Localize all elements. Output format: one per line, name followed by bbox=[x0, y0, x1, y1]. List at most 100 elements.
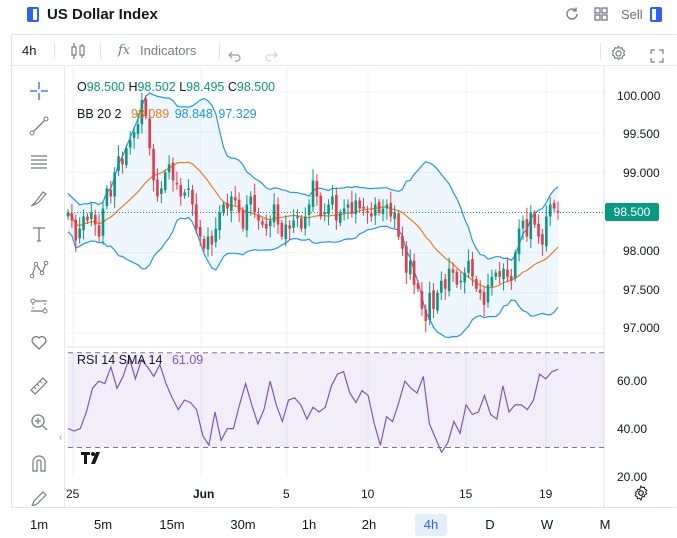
candles-type-icon[interactable] bbox=[70, 41, 86, 61]
candle-body bbox=[296, 216, 299, 219]
tab-1h[interactable]: 1h bbox=[301, 517, 317, 532]
indicators-button[interactable]: Indicators bbox=[140, 43, 197, 58]
tab-1m[interactable]: 1m bbox=[29, 517, 49, 532]
candle-body bbox=[284, 224, 288, 240]
tab-D[interactable]: D bbox=[485, 517, 495, 532]
redo-icon[interactable] bbox=[264, 43, 278, 62]
horizontal-lines-icon[interactable] bbox=[28, 151, 50, 173]
candle-body bbox=[397, 213, 400, 237]
interval-selector[interactable]: 4h bbox=[22, 43, 37, 58]
candle-body bbox=[128, 140, 132, 148]
candle-body bbox=[78, 228, 81, 239]
candle-body bbox=[373, 204, 377, 216]
candle-body bbox=[195, 204, 198, 229]
candle-body bbox=[350, 202, 354, 213]
pencil-lock-icon[interactable] bbox=[28, 488, 50, 506]
undo-icon[interactable] bbox=[228, 43, 242, 62]
crosshair-icon[interactable] bbox=[28, 80, 50, 102]
collapse-arrow-icon[interactable]: ‹ bbox=[59, 432, 63, 443]
candle-body bbox=[171, 162, 175, 181]
bb-legend[interactable]: BB 20 2 98.089 98.848 97.329 bbox=[77, 107, 257, 121]
candle-body bbox=[276, 204, 280, 225]
rsi-legend[interactable]: RSI 14 SMA 14 61.09 bbox=[77, 353, 203, 367]
tab-5m[interactable]: 5m bbox=[93, 517, 113, 532]
candle-body bbox=[346, 204, 350, 208]
pattern-icon[interactable] bbox=[28, 259, 50, 281]
candle-body bbox=[436, 292, 439, 311]
candle-body bbox=[307, 204, 311, 215]
candle-body bbox=[370, 213, 373, 217]
magnet-icon[interactable] bbox=[28, 453, 50, 475]
candle-body bbox=[226, 202, 229, 209]
candle-body bbox=[506, 269, 509, 277]
open-label: O bbox=[77, 80, 87, 94]
tab-4h[interactable]: 4h bbox=[415, 514, 447, 536]
candle-body bbox=[467, 260, 470, 273]
candle-body bbox=[237, 199, 241, 213]
time-tick: 10 bbox=[361, 487, 375, 501]
bb-band-fill bbox=[68, 93, 558, 338]
candle-body bbox=[222, 204, 225, 213]
tab-2h[interactable]: 2h bbox=[361, 517, 377, 532]
fullscreen-icon[interactable] bbox=[650, 43, 664, 63]
rsi-tick: 60.00 bbox=[617, 374, 648, 388]
chart-frame bbox=[11, 34, 677, 508]
candle-body bbox=[525, 218, 529, 237]
tab-M[interactable]: M bbox=[599, 517, 611, 532]
price-tick: 98.000 bbox=[623, 244, 660, 258]
candle-body bbox=[117, 156, 120, 171]
candle-body bbox=[121, 158, 124, 165]
text-tool-icon[interactable] bbox=[28, 223, 50, 245]
candle-body bbox=[327, 204, 330, 215]
candle-body bbox=[288, 225, 291, 229]
candle-body bbox=[331, 196, 334, 205]
candle-body bbox=[366, 210, 369, 213]
panel-toggle-icon[interactable] bbox=[650, 7, 662, 22]
candle-body bbox=[187, 188, 190, 191]
candle-body bbox=[303, 216, 307, 229]
candle-body bbox=[245, 204, 249, 231]
candle-body bbox=[338, 212, 342, 223]
rsi-value: 61.09 bbox=[171, 353, 204, 367]
candle-body bbox=[537, 223, 540, 237]
bb-basis-value: 98.089 bbox=[130, 107, 170, 121]
sell-button[interactable]: Sell bbox=[621, 7, 643, 22]
forecast-icon[interactable] bbox=[28, 295, 50, 317]
fx-icon: fx bbox=[118, 43, 131, 58]
tab-15m[interactable]: 15m bbox=[159, 517, 185, 532]
zoom-in-icon[interactable] bbox=[28, 411, 50, 433]
close-label: C bbox=[227, 80, 237, 94]
candle-body bbox=[463, 272, 466, 283]
settings-gear-icon[interactable] bbox=[610, 42, 627, 61]
candle-body bbox=[342, 208, 346, 214]
candle-body bbox=[335, 194, 338, 221]
time-tick: 25 bbox=[66, 487, 80, 501]
time-tick: 19 bbox=[539, 487, 553, 501]
candle-body bbox=[257, 214, 260, 221]
candle-body bbox=[393, 212, 396, 219]
bb-upper-value: 98.848 bbox=[174, 107, 213, 121]
symbol-title: US Dollar Index bbox=[47, 6, 158, 23]
ruler-icon[interactable] bbox=[28, 375, 50, 397]
grid-layout-icon[interactable] bbox=[592, 6, 610, 24]
candle-body bbox=[206, 236, 210, 250]
tab-30m[interactable]: 30m bbox=[230, 517, 256, 532]
candle-body bbox=[109, 190, 113, 197]
trend-line-icon[interactable] bbox=[28, 115, 50, 137]
time-tick: 5 bbox=[283, 487, 290, 501]
candle-body bbox=[132, 132, 136, 138]
time-axis-settings-icon[interactable] bbox=[633, 484, 649, 502]
candle-body bbox=[471, 259, 474, 277]
brush-icon[interactable] bbox=[28, 187, 50, 209]
heart-icon[interactable] bbox=[28, 331, 50, 353]
candle-body bbox=[82, 216, 85, 231]
refresh-icon[interactable] bbox=[563, 6, 581, 24]
candle-body bbox=[459, 280, 463, 283]
candle-body bbox=[498, 271, 501, 277]
tradingview-logo-icon bbox=[78, 448, 108, 468]
rsi-name: RSI 14 SMA 14 bbox=[77, 353, 163, 367]
tab-W[interactable]: W bbox=[540, 517, 554, 532]
toolbar-divider bbox=[219, 43, 220, 59]
candle-body bbox=[183, 192, 186, 196]
